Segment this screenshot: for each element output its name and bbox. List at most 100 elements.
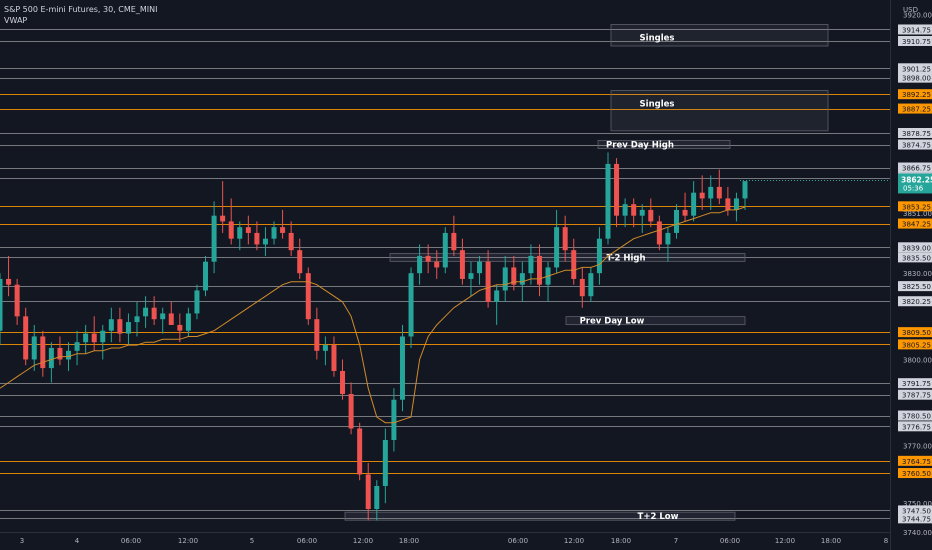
candle-body[interactable]: [459, 250, 465, 279]
candle-body[interactable]: [117, 319, 123, 334]
candle-body[interactable]: [322, 345, 328, 351]
candle-body[interactable]: [160, 313, 166, 320]
candle-body[interactable]: [288, 232, 294, 251]
candle-body[interactable]: [125, 322, 131, 334]
candle-body[interactable]: [639, 209, 645, 216]
candle-body[interactable]: [536, 255, 542, 285]
candle-body[interactable]: [494, 290, 500, 302]
candle-body[interactable]: [622, 204, 628, 216]
candle-body[interactable]: [673, 209, 679, 233]
candle-body[interactable]: [579, 278, 585, 297]
candle-body[interactable]: [0, 278, 3, 331]
candle-body[interactable]: [399, 336, 405, 400]
candle-body[interactable]: [245, 227, 251, 233]
candle-body[interactable]: [434, 261, 440, 268]
candle-body[interactable]: [48, 347, 54, 369]
level-zone[interactable]: [565, 316, 746, 326]
candle-body[interactable]: [725, 198, 731, 210]
candle-body[interactable]: [528, 255, 534, 274]
candle-body[interactable]: [562, 227, 568, 251]
candle-body[interactable]: [237, 227, 243, 239]
price-level-badge-text: 3887.25: [902, 106, 931, 114]
candle-body[interactable]: [228, 221, 234, 239]
candle-body[interactable]: [280, 227, 286, 233]
candle-body[interactable]: [391, 399, 397, 440]
candle-body[interactable]: [511, 267, 517, 285]
candle-body[interactable]: [203, 261, 209, 291]
candle-body[interactable]: [605, 163, 611, 239]
candle-body[interactable]: [374, 485, 380, 509]
candle-body[interactable]: [554, 227, 560, 268]
candle-body[interactable]: [442, 232, 448, 268]
price-level-badge: [898, 296, 932, 307]
level-zone[interactable]: [389, 252, 746, 262]
candle-body[interactable]: [74, 342, 80, 351]
candle-body[interactable]: [151, 307, 157, 320]
candle-body[interactable]: [408, 273, 414, 337]
candle-body[interactable]: [588, 273, 594, 297]
candle-body[interactable]: [665, 232, 671, 245]
candle-body[interactable]: [254, 232, 260, 245]
candle-body[interactable]: [40, 336, 46, 369]
candle-body[interactable]: [57, 347, 63, 360]
candle-body[interactable]: [451, 232, 457, 251]
candle-body[interactable]: [357, 428, 363, 475]
candle-body[interactable]: [262, 238, 268, 245]
candle-body[interactable]: [194, 290, 200, 314]
singles-zone[interactable]: [610, 24, 829, 47]
candle-body[interactable]: [66, 350, 72, 360]
symbol-label[interactable]: S&P 500 E-mini Futures, 30, CME_MINI: [4, 5, 158, 14]
candle-body[interactable]: [305, 273, 311, 320]
candle-body[interactable]: [143, 307, 149, 317]
candle-body[interactable]: [708, 186, 714, 199]
candle-body[interactable]: [365, 474, 371, 509]
candle-body[interactable]: [108, 319, 114, 331]
candle-body[interactable]: [417, 255, 423, 274]
candle-body[interactable]: [699, 192, 705, 199]
candle-body[interactable]: [91, 333, 97, 343]
level-zone[interactable]: [344, 511, 736, 521]
candle-body[interactable]: [271, 227, 277, 239]
candle-body[interactable]: [691, 192, 697, 216]
candle-body[interactable]: [14, 284, 20, 317]
candle-body[interactable]: [468, 273, 474, 279]
vwap-indicator-label[interactable]: VWAP: [4, 16, 28, 25]
candle-body[interactable]: [331, 345, 337, 371]
candle-body[interactable]: [631, 204, 637, 216]
candle-body[interactable]: [100, 330, 106, 343]
candle-body[interactable]: [571, 250, 577, 279]
candle-body[interactable]: [682, 209, 688, 216]
singles-zone[interactable]: [610, 90, 829, 132]
candle-body[interactable]: [477, 261, 483, 274]
candle-body[interactable]: [502, 267, 508, 291]
candle-body[interactable]: [23, 316, 29, 360]
candle-body[interactable]: [519, 273, 525, 285]
candle-body[interactable]: [648, 209, 654, 222]
candle-body[interactable]: [220, 215, 226, 222]
candle-body[interactable]: [134, 316, 140, 323]
candle-body[interactable]: [716, 186, 722, 199]
candle-body[interactable]: [614, 163, 620, 216]
candle-body[interactable]: [31, 336, 37, 360]
candle-body[interactable]: [177, 324, 183, 331]
candle-body[interactable]: [348, 393, 354, 429]
candle-body[interactable]: [425, 255, 431, 262]
candle-body[interactable]: [742, 181, 748, 199]
level-zone[interactable]: [597, 140, 731, 149]
candle-body[interactable]: [168, 313, 174, 325]
currency-label: USD: [903, 6, 918, 14]
candle-body[interactable]: [596, 238, 602, 274]
candle-body[interactable]: [185, 313, 191, 331]
candle-body[interactable]: [83, 333, 89, 343]
candle-body[interactable]: [733, 198, 739, 210]
candle-body[interactable]: [340, 370, 346, 394]
candle-body[interactable]: [211, 215, 217, 262]
candle-body[interactable]: [656, 221, 662, 245]
candle-body[interactable]: [485, 261, 491, 302]
candle-body[interactable]: [297, 250, 303, 274]
price-level-badge-text: 3847.25: [902, 221, 931, 229]
candle-body[interactable]: [314, 319, 320, 351]
candle-body[interactable]: [6, 278, 12, 285]
candle-body[interactable]: [382, 439, 388, 486]
